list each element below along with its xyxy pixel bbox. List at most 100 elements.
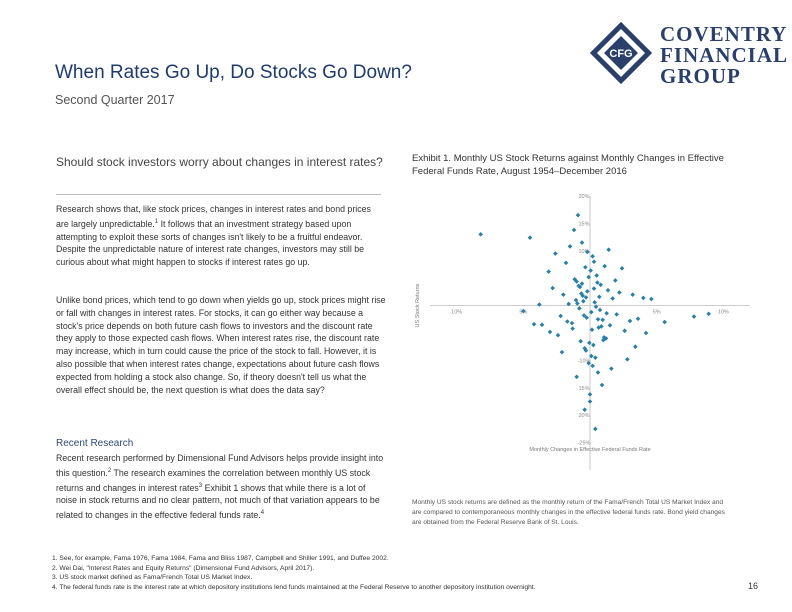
paragraph-3-text-a: Recent research performed by Dimensional… <box>56 453 384 478</box>
paragraph-1-text: Research shows that, like stock prices, … <box>56 204 371 229</box>
data-point <box>635 316 641 322</box>
data-point <box>550 285 555 291</box>
data-point <box>649 296 654 302</box>
y-tick-label: -25% <box>578 441 591 447</box>
footnote-ref-4: 4 <box>260 510 265 517</box>
footnote-4: 4. The federal funds rate is the interes… <box>52 583 536 591</box>
data-point <box>633 344 638 349</box>
data-point <box>570 326 575 331</box>
data-point <box>587 399 593 404</box>
logo-line-1: COVENTRY <box>660 22 788 46</box>
logo-wordmark: COVENTRY FINANCIAL GROUP <box>660 24 788 87</box>
data-point <box>567 244 573 249</box>
data-point <box>592 300 597 305</box>
page-title: When Rates Go Up, Do Stocks Go Down? <box>55 62 412 83</box>
data-point <box>595 370 601 375</box>
data-point <box>691 314 697 319</box>
data-point <box>565 319 570 324</box>
data-point <box>521 308 526 314</box>
data-point <box>582 346 587 351</box>
data-point <box>613 278 618 283</box>
data-point <box>547 329 553 335</box>
paragraph-3-text-c: Exhibit 1 shows that while there is a lo… <box>56 482 380 520</box>
data-point <box>579 240 585 245</box>
data-point <box>706 311 711 317</box>
y-tick-label: 15% <box>578 386 589 392</box>
data-point <box>553 251 558 256</box>
data-point <box>585 249 590 255</box>
data-point <box>598 282 603 288</box>
y-tick-label: 20% <box>578 413 589 419</box>
data-point <box>559 349 565 355</box>
data-point <box>575 301 580 306</box>
data-point <box>643 330 649 336</box>
page-subtitle: Second Quarter 2017 <box>55 93 175 107</box>
footnote-ref-2: 2 <box>107 467 112 474</box>
paragraph-1: Research shows that, like stock prices, … <box>56 203 386 269</box>
data-point <box>563 260 569 266</box>
data-point <box>610 296 615 301</box>
data-point <box>604 310 609 316</box>
footnote-1: 1. See, for example, Fama 1976, Fama 198… <box>52 555 389 562</box>
data-point <box>586 274 591 280</box>
data-point <box>555 332 561 338</box>
data-point <box>587 340 592 346</box>
data-point <box>595 280 600 285</box>
data-point <box>599 324 604 329</box>
y-tick-label: 10% <box>578 249 589 255</box>
y-axis-label: US Stock Returns <box>415 283 421 327</box>
data-point <box>558 313 563 319</box>
data-point <box>641 295 646 301</box>
data-point <box>599 382 605 388</box>
cfg-logo-mark-icon: CFG <box>589 21 653 85</box>
divider <box>56 194 381 195</box>
footnote-2: 2. Wei Dai, "Interest Rates and Equity R… <box>52 564 315 572</box>
scatter-chart: 20%15%10%-10%15%20%-25%10%5%5%10%US Stoc… <box>415 194 750 470</box>
paragraph-3: Recent research performed by Dimensional… <box>56 452 386 522</box>
data-point <box>546 269 551 274</box>
data-point <box>566 301 571 307</box>
data-point <box>630 292 635 297</box>
data-point <box>597 307 603 313</box>
data-point <box>576 283 581 289</box>
data-point <box>662 319 667 325</box>
company-logo: CFG COVENTRY FINANCIAL GROUP <box>588 20 788 90</box>
x-axis-label: Monthly Changes in Effective Federal Fun… <box>529 447 650 453</box>
x-tick-label: 10% <box>451 310 462 316</box>
data-point <box>591 259 597 265</box>
data-point <box>581 298 586 304</box>
data-point <box>527 235 533 240</box>
paragraph-3-text-b: The research examines the correlation be… <box>56 467 371 493</box>
lead-question: Should stock investors worry about chang… <box>56 155 383 169</box>
data-point <box>614 312 619 317</box>
data-point <box>575 212 581 218</box>
data-point <box>589 309 594 315</box>
data-point <box>617 290 622 295</box>
logo-line-3: GROUP <box>660 64 741 88</box>
data-point <box>593 355 598 360</box>
recent-research-heading: Recent Research <box>56 438 134 449</box>
data-point <box>574 374 579 380</box>
x-tick-label: 5% <box>653 310 661 316</box>
data-point <box>583 264 588 270</box>
data-point <box>586 360 591 366</box>
data-point <box>585 289 590 294</box>
data-point <box>561 292 566 297</box>
data-point <box>590 363 595 369</box>
data-point <box>619 266 625 271</box>
data-point <box>571 227 577 233</box>
data-point <box>588 268 593 273</box>
data-point <box>569 320 575 326</box>
data-point <box>478 232 483 237</box>
data-point <box>607 323 613 328</box>
data-point <box>584 315 589 320</box>
paragraph-2: Unlike bond prices, which tend to go dow… <box>56 295 386 395</box>
page-number: 16 <box>748 581 759 591</box>
paragraph-1-text-b: It follows that an investment strategy b… <box>56 218 365 268</box>
footnote-ref-3: 3 <box>198 482 203 489</box>
data-point <box>591 342 596 348</box>
data-point <box>589 353 594 359</box>
data-point <box>593 426 598 432</box>
data-point <box>606 247 611 253</box>
y-tick-label: -10% <box>578 358 591 364</box>
